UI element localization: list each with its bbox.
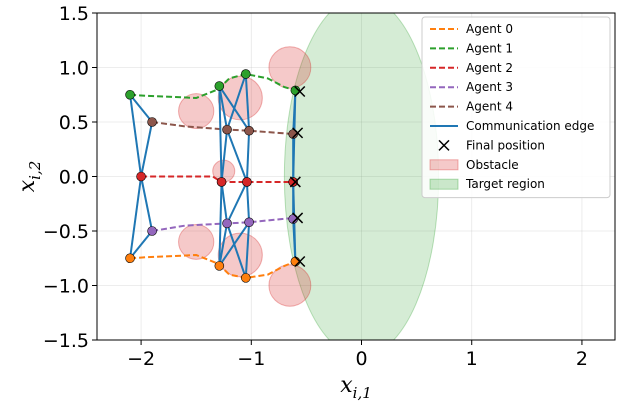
agent-marker xyxy=(147,226,157,236)
legend-label: Obstacle xyxy=(466,158,519,172)
x-axis-label: xi,1 xyxy=(340,373,372,402)
legend-entry: Agent 2 xyxy=(430,61,513,75)
communication-edge xyxy=(129,230,153,259)
communication-edge xyxy=(226,223,247,279)
axis-labels: xi,1 xi,2 xyxy=(15,161,372,402)
communication-edge xyxy=(218,223,229,267)
agent-marker xyxy=(125,89,135,100)
agent-marker xyxy=(136,171,146,182)
obstacle xyxy=(178,93,215,130)
y-axis-label: xi,2 xyxy=(15,161,44,193)
axis-ticks: −2 −1 0 1 2 −1.5 −1.0 −0.5 0.0 0.5 1.0 1.5 xyxy=(43,3,588,370)
communication-edge xyxy=(220,129,229,183)
legend-entry: Agent 3 xyxy=(430,80,513,94)
final-position-marker xyxy=(294,255,306,268)
agent-marker xyxy=(214,81,225,91)
legend-label: Agent 0 xyxy=(466,22,513,36)
y-tick-label: −1.5 xyxy=(43,330,89,352)
final-position-marker xyxy=(289,176,301,188)
y-tick-label: −1.0 xyxy=(43,276,89,298)
communication-edge xyxy=(129,94,143,177)
y-tick-label: 1.5 xyxy=(59,3,89,25)
agent-marker xyxy=(242,177,252,187)
x-tick-label: 0 xyxy=(355,348,367,370)
legend: Agent 0 Agent 1 Agent 2 Agent 3 Agent 4 Commu… xyxy=(421,16,611,199)
communication-edge xyxy=(218,86,223,182)
agent-marker xyxy=(214,261,225,271)
communication-edge xyxy=(129,176,143,259)
x-tick-label: −2 xyxy=(127,348,155,370)
legend-label: Agent 2 xyxy=(466,61,513,75)
agent-marker xyxy=(240,69,251,79)
obstacle xyxy=(217,232,263,278)
plot-area xyxy=(125,13,440,340)
communication-edge xyxy=(129,94,153,123)
y-tick-label: −0.5 xyxy=(43,221,89,243)
legend-entry: Agent 0 xyxy=(430,22,513,36)
legend-label: Agent 4 xyxy=(466,100,513,114)
agent-marker xyxy=(216,177,227,187)
legend-entry: Communication edge xyxy=(430,119,594,133)
legend-entry: Agent 1 xyxy=(430,41,513,55)
communication-edge xyxy=(218,181,223,266)
legend-entry: Agent 4 xyxy=(430,100,513,114)
communication-edge xyxy=(244,222,251,278)
communication-edge xyxy=(218,221,250,267)
legend-label: Communication edge xyxy=(466,119,594,133)
communication-edge xyxy=(226,181,248,224)
communication-edge xyxy=(244,73,251,131)
obstacle xyxy=(268,46,312,89)
x-tick-label: −1 xyxy=(237,348,265,370)
agent-marker xyxy=(222,124,232,135)
obstacle xyxy=(268,264,312,307)
legend-entry: Target region xyxy=(429,177,545,191)
legend-entry: Final position xyxy=(438,138,545,152)
agent-marker xyxy=(290,256,301,267)
y-tick-label: 0.0 xyxy=(59,167,89,189)
y-tick-label: 0.5 xyxy=(59,112,89,134)
agent-marker xyxy=(244,125,254,136)
target-region xyxy=(283,13,440,340)
final-position-marker xyxy=(292,212,304,224)
agent-marker xyxy=(125,253,135,264)
final-position-marker xyxy=(292,127,304,139)
agent-marker xyxy=(147,117,157,127)
trajectory-line xyxy=(130,72,296,100)
communication-edge xyxy=(218,85,229,130)
communication-edge xyxy=(140,121,154,177)
obstacle xyxy=(217,75,263,121)
legend-entry: Obstacle xyxy=(429,158,519,172)
agent-marker xyxy=(244,217,254,228)
trajectory-line xyxy=(141,175,294,183)
communication-edge xyxy=(245,130,251,182)
trajectory-line xyxy=(130,253,296,279)
obstacle xyxy=(178,223,215,260)
legend-box xyxy=(421,16,611,199)
x-tick-label: 2 xyxy=(576,348,588,370)
legend-label: Final position xyxy=(466,138,545,152)
y-tick-label: 1.0 xyxy=(59,58,89,80)
communication-edge xyxy=(220,181,229,224)
legend-label: Agent 3 xyxy=(466,80,513,94)
communication-edge xyxy=(226,73,247,130)
agent-marker xyxy=(288,177,298,187)
communication-edge xyxy=(140,176,154,232)
communication-edge xyxy=(226,129,248,183)
legend-label: Target region xyxy=(465,177,545,191)
communication-edge xyxy=(245,181,251,223)
agent-marker xyxy=(240,273,251,283)
legend-label: Agent 1 xyxy=(466,41,513,55)
communication-edge xyxy=(218,85,250,132)
x-tick-label: 1 xyxy=(466,348,478,370)
agent-marker xyxy=(222,218,232,229)
final-position-marker xyxy=(294,85,306,98)
